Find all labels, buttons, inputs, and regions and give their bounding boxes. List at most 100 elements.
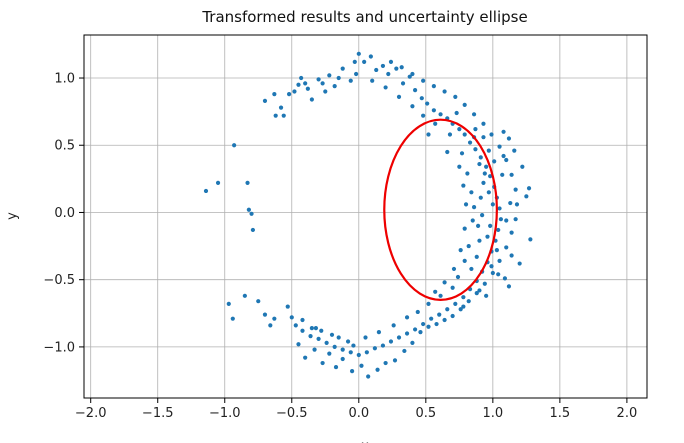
data-point (445, 149, 450, 155)
data-point (431, 108, 436, 113)
data-point (399, 65, 404, 70)
data-point (391, 323, 396, 328)
data-point (501, 153, 506, 159)
data-point (319, 328, 324, 333)
data-point (457, 127, 462, 132)
x-tick-label: −1.5 (142, 406, 174, 421)
data-point (374, 67, 379, 73)
data-point (394, 66, 399, 71)
data-point (340, 356, 345, 362)
data-point (366, 374, 371, 379)
data-point (481, 180, 486, 185)
data-point (388, 59, 394, 64)
data-point (419, 96, 424, 101)
data-point (482, 171, 487, 176)
data-point (461, 304, 466, 309)
data-point (434, 321, 439, 327)
data-point (492, 159, 497, 164)
data-point (226, 301, 231, 306)
data-point (500, 172, 505, 177)
y-tick-label: 0.0 (54, 206, 75, 221)
data-point (412, 88, 418, 93)
data-point (329, 332, 335, 337)
data-point (470, 218, 475, 223)
data-point (249, 211, 254, 216)
data-point (246, 207, 251, 212)
data-point (412, 327, 418, 332)
data-point (484, 164, 489, 169)
data-point (418, 330, 423, 335)
data-point (362, 59, 367, 64)
data-point (482, 281, 487, 286)
data-point (486, 148, 491, 153)
data-point (268, 323, 273, 328)
data-point (467, 140, 473, 145)
scatter-series (203, 51, 533, 379)
data-point (407, 74, 412, 79)
data-point (528, 237, 533, 242)
data-point (458, 307, 463, 312)
data-point (466, 243, 471, 249)
data-point (426, 301, 431, 306)
data-point (496, 227, 501, 233)
data-point (300, 328, 305, 333)
data-point (501, 129, 506, 134)
axis-ticks (79, 77, 628, 403)
data-point (450, 285, 455, 290)
data-point (372, 346, 377, 351)
data-point (245, 180, 250, 185)
data-point (462, 258, 467, 263)
data-point (431, 83, 436, 89)
data-point (480, 213, 485, 218)
data-point (474, 291, 479, 296)
x-tick-label: −1.0 (209, 406, 241, 421)
data-point (404, 315, 410, 320)
data-point (368, 54, 373, 59)
data-point (508, 200, 513, 206)
data-point (396, 94, 402, 99)
data-point (450, 313, 455, 319)
data-point (465, 171, 470, 176)
data-point (402, 348, 407, 354)
data-point (203, 188, 209, 194)
data-point (425, 101, 430, 106)
data-point (469, 266, 474, 272)
data-point (486, 190, 491, 195)
data-point (481, 135, 486, 140)
uncertainty-ellipse (383, 118, 498, 301)
data-point (364, 350, 369, 355)
grid (84, 35, 647, 398)
data-point (345, 339, 351, 344)
x-tick-label: 1.5 (550, 406, 571, 421)
data-point (462, 102, 467, 108)
data-point (462, 226, 467, 231)
data-point (309, 325, 314, 331)
data-point (363, 335, 368, 340)
data-point (497, 144, 502, 149)
data-point (502, 276, 508, 281)
x-tick-label: −0.5 (276, 406, 308, 421)
data-point (312, 347, 317, 352)
data-point (477, 161, 482, 167)
data-point (309, 97, 314, 102)
data-point (320, 360, 325, 366)
data-point (442, 280, 447, 285)
data-point (488, 174, 493, 179)
data-point (230, 316, 235, 321)
data-point (485, 234, 490, 239)
data-point (348, 350, 353, 355)
data-point (477, 288, 482, 293)
data-point (340, 347, 345, 352)
y-tick-labels: −1.0 −0.5 0.0 0.5 1.0 (43, 72, 75, 356)
data-point (455, 274, 461, 280)
data-point (506, 284, 512, 289)
data-point (332, 344, 337, 350)
data-point (498, 217, 503, 222)
data-point (404, 331, 410, 336)
y-axis-label: y (5, 212, 20, 220)
data-point (471, 112, 477, 117)
data-point (445, 307, 450, 312)
data-point (524, 194, 529, 199)
data-point (296, 342, 301, 347)
data-point (327, 351, 332, 356)
